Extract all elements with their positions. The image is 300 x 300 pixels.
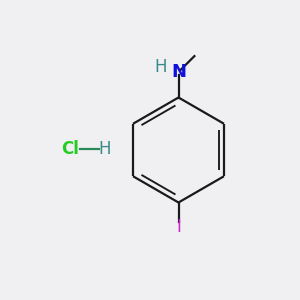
Text: N: N — [171, 63, 186, 81]
Text: H: H — [155, 58, 167, 76]
Text: I: I — [176, 218, 181, 236]
Text: Cl: Cl — [61, 140, 80, 158]
Text: H: H — [98, 140, 111, 158]
